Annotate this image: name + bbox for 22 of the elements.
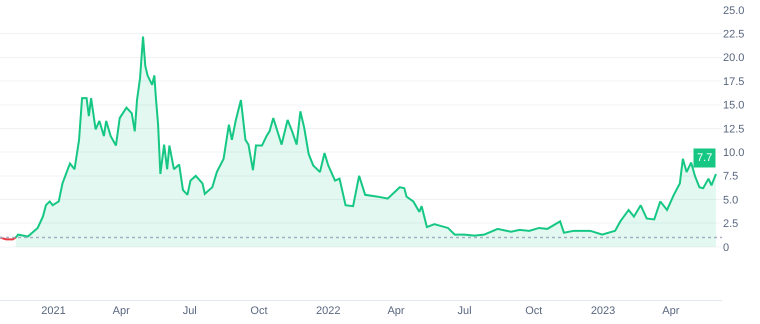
y-tick-label: 20.0: [723, 52, 744, 64]
x-tick-label: Jul: [182, 305, 197, 318]
y-tick-label: 12.5: [723, 123, 744, 136]
y-tick-label: 0: [723, 242, 730, 254]
y-tick-label: 5.0: [723, 194, 738, 206]
x-tick-label: 2022: [316, 305, 340, 318]
y-tick-label: 10.0: [723, 147, 744, 160]
x-tick-label: Apr: [387, 305, 405, 318]
x-tick-label: Jul: [457, 305, 472, 318]
x-tick-label: 2021: [41, 305, 66, 318]
x-tick-label: Apr: [112, 305, 130, 318]
x-tick-label: 2023: [590, 305, 616, 318]
y-tick-label: 7.5: [723, 170, 738, 183]
annotation: 7.7: [697, 152, 712, 164]
y-tick-label: 15.0: [723, 100, 744, 112]
x-tick-label: Oct: [525, 305, 542, 318]
y-tick-label: 25.0: [723, 4, 744, 17]
y-tick-label: 22.5: [723, 28, 744, 41]
x-tick-label: Apr: [662, 305, 680, 318]
x-tick-label: Oct: [250, 305, 268, 318]
y-tick-label: 2.5: [723, 218, 738, 230]
y-tick-label: 17.5: [723, 76, 744, 88]
